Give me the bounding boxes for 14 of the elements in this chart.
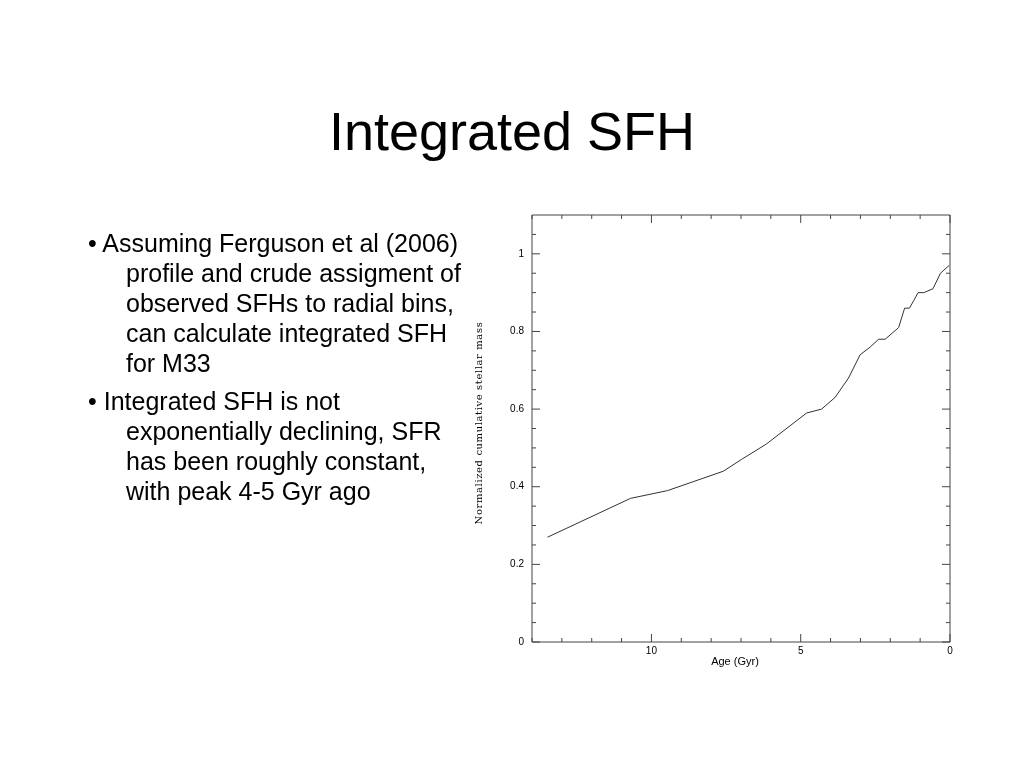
x-tick-label: 10 — [645, 644, 658, 656]
y-tick-label: 1 — [518, 247, 525, 259]
x-tick-label: 0 — [947, 644, 954, 656]
y-tick-label: 0.2 — [510, 558, 525, 570]
x-axis-title: Age (Gyr) — [711, 655, 759, 667]
y-tick-label: 0.4 — [510, 480, 525, 492]
y-tick-label: 0.6 — [510, 402, 525, 414]
chart-title: Integrated SFH — [327, 100, 697, 162]
y-axis-title: Normalized cumulative stellar mass — [472, 321, 484, 525]
text: • Integrated SFH is not exponentially declining, SFR has been roughly constant, with peak 4-5 Gyr ago — [88, 386, 443, 506]
y-tick-label: 0.8 — [510, 325, 525, 337]
text: • Assuming Ferguson et al (2006) profile and crude assigment of observed SFHs to radial bins, can calculate integrated SFH for M33 — [88, 228, 462, 378]
y-tick-label: 0 — [518, 635, 525, 647]
x-tick-label: 5 — [797, 644, 804, 656]
